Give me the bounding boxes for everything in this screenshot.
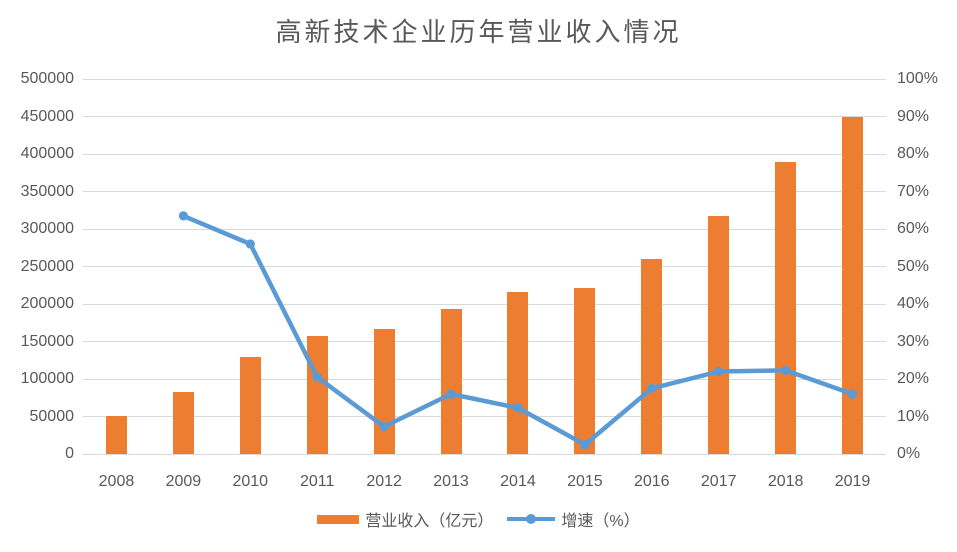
- gridline: [83, 266, 886, 267]
- x-axis-label-2017: 2017: [700, 473, 737, 490]
- bar-2009: [172, 391, 194, 454]
- left-axis-tick-label: 50000: [29, 407, 75, 425]
- bar-2015: [574, 287, 596, 454]
- chart-legend: 营业收入（亿元） 增速（%）: [0, 507, 957, 531]
- growth-line-swatch: [507, 514, 556, 524]
- right-axis-tick-label: 60%: [897, 220, 930, 237]
- gridline: [83, 153, 886, 155]
- legend-item-growth: 增速（%）: [507, 507, 640, 531]
- x-axis-label-2016: 2016: [633, 473, 670, 490]
- right-axis-tick-label: 40%: [897, 295, 930, 312]
- gridline: [83, 78, 886, 80]
- left-axis-tick-label: 0: [65, 445, 74, 462]
- right-axis-tick-label: 0%: [897, 445, 921, 462]
- left-axis-tick-label: 100000: [20, 370, 74, 387]
- right-axis-tick-label: 70%: [897, 182, 930, 200]
- growth-point: [647, 383, 657, 393]
- growth-point: [178, 211, 188, 221]
- x-axis-label-2018: 2018: [767, 473, 804, 490]
- x-axis-label-2013: 2013: [433, 473, 469, 490]
- growth-line-swatch-marker: [526, 514, 537, 524]
- left-axis-tick-label: 150000: [20, 332, 74, 350]
- growth-point: [379, 422, 389, 432]
- left-axis-tick-label: 500000: [20, 70, 74, 87]
- bar-2010: [239, 356, 261, 454]
- gridline: [83, 116, 886, 117]
- x-axis-label-2011: 2011: [300, 473, 335, 490]
- right-axis-tick-label: 30%: [897, 332, 930, 350]
- bar-2008: [105, 415, 127, 454]
- right-axis-tick-label: 20%: [897, 370, 930, 387]
- gridline: [83, 378, 886, 380]
- gridline: [83, 453, 886, 455]
- x-axis-label-2015: 2015: [567, 473, 603, 490]
- bar-2019: [842, 116, 864, 454]
- growth-point: [513, 403, 523, 413]
- left-axis-tick-label: 450000: [20, 107, 74, 125]
- x-axis-label-2008: 2008: [98, 473, 135, 490]
- plot-area: [83, 78, 886, 455]
- chart-title: 高新技术企业历年营业收入情况: [275, 18, 682, 47]
- gridline: [83, 228, 886, 230]
- legend-label-growth: 增速（%）: [561, 513, 640, 530]
- growth-point: [847, 389, 858, 399]
- gridline: [83, 303, 886, 305]
- right-axis-tick-label: 100%: [897, 70, 938, 87]
- gridline: [83, 341, 886, 342]
- bar-2014: [507, 292, 529, 454]
- growth-point: [714, 366, 724, 377]
- legend-item-revenue: 营业收入（亿元）: [317, 507, 493, 531]
- bar-2018: [775, 162, 797, 454]
- gridline: [83, 416, 886, 417]
- right-axis-tick-label: 50%: [897, 257, 930, 275]
- right-axis-tick-label: 10%: [897, 407, 930, 425]
- growth-point: [580, 440, 590, 450]
- bar-2013: [440, 308, 462, 454]
- x-axis-label-2009: 2009: [165, 473, 202, 490]
- left-axis-tick-label: 400000: [20, 145, 74, 162]
- x-axis-label-2019: 2019: [834, 473, 871, 490]
- growth-line-layer: [178, 211, 858, 450]
- revenue-bar-swatch: [317, 514, 360, 524]
- growth-point: [245, 239, 255, 249]
- growth-point: [446, 389, 456, 399]
- left-axis-tick-label: 350000: [20, 182, 74, 200]
- growth-point: [312, 372, 322, 382]
- x-axis-label-2012: 2012: [366, 473, 402, 490]
- right-axis-tick-label: 80%: [897, 145, 930, 162]
- left-axis-tick-label: 300000: [20, 220, 74, 237]
- bar-2017: [708, 215, 730, 454]
- left-axis-tick-label: 200000: [20, 295, 74, 312]
- right-axis-tick-label: 90%: [897, 107, 930, 125]
- bar-2016: [641, 259, 663, 454]
- x-axis-label-2014: 2014: [500, 473, 536, 490]
- left-axis-tick-label: 250000: [20, 257, 74, 275]
- x-axis-label-2010: 2010: [232, 473, 269, 490]
- growth-point: [781, 365, 791, 375]
- gridline: [83, 191, 886, 192]
- legend-label-revenue: 营业收入（亿元）: [365, 513, 494, 530]
